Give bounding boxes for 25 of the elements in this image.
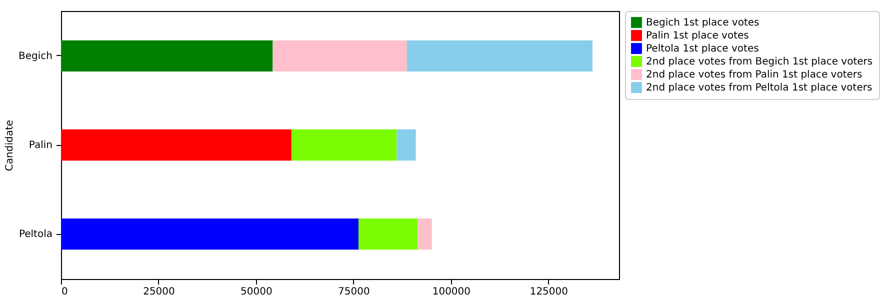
y-tick-label: Palin [28,140,52,151]
x-tick-label: 0 [62,286,68,298]
bar [61,40,273,72]
x-tick-label: 25000 [143,286,175,298]
x-tick-label: 125000 [530,286,568,298]
y-tick-label: Peltola [18,229,52,240]
legend-label: 2nd place votes from Peltola 1st place voters [646,82,872,94]
bar [418,218,432,250]
x-tick-label: 75000 [338,286,370,298]
bar [396,129,416,161]
legend-label: 2nd place votes from Palin 1st place voters [646,70,862,80]
bar [61,129,292,161]
y-axis-title: Candidate [4,120,16,172]
bar [406,40,592,72]
bar [358,218,418,250]
legend-label: 2nd place votes from Begich 1st place voters [646,56,873,68]
legend-label: Palin 1st place votes [646,30,749,42]
legend-label: Peltola 1st place votes [646,44,759,54]
bar [61,218,359,250]
bar [291,129,397,161]
x-tick-label: 50000 [240,286,272,298]
bar [272,40,407,72]
x-tick-label: 100000 [432,286,471,298]
y-tick-label: Begich [18,50,52,62]
legend-label: Begich 1st place votes [646,18,760,28]
